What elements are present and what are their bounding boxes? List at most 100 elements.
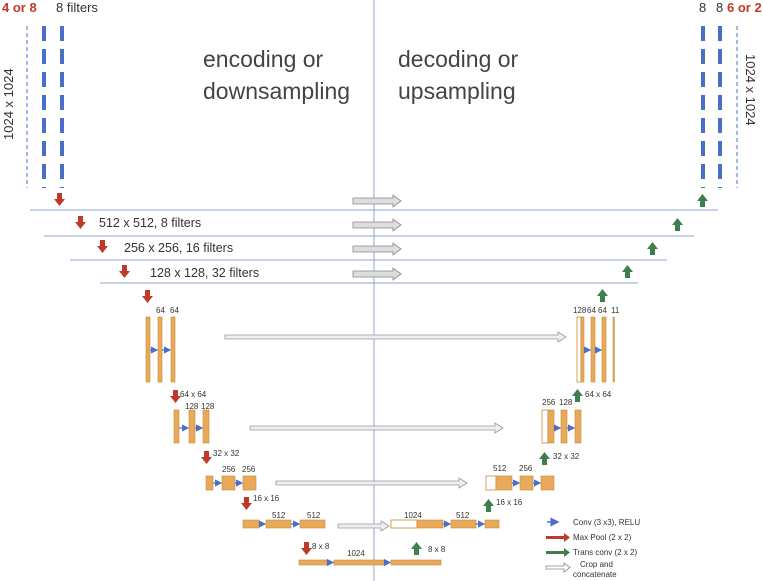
encoding-title-line2: downsampling [203, 78, 350, 104]
decoding-title-line2: upsampling [398, 78, 516, 104]
enc1-filters-a: 64 [156, 306, 165, 315]
input-channel-count: 4 or 8 [2, 0, 37, 15]
dec1-output-layer [612, 316, 615, 383]
transconv-arrow-5 [597, 289, 608, 302]
dec2-layer-a [547, 409, 555, 444]
dec3-filters-b: 256 [519, 464, 533, 473]
dec3-concat-layer [485, 475, 497, 491]
dec1-filters-a: 128 [573, 306, 587, 315]
enc4-filters-b: 512 [307, 511, 321, 520]
dec3-layer-c [540, 475, 555, 491]
dec3-layer-b [519, 475, 534, 491]
dec4-filters-a: 1024 [404, 511, 422, 520]
level-1-label: 512 x 512, 8 filters [99, 216, 201, 230]
enc2-layer-c [202, 409, 210, 444]
enc1-layer-c [170, 316, 176, 383]
dec2-concat-layer [541, 409, 549, 444]
bottleneck-layer-c [390, 559, 442, 566]
maxpool-arrow-1 [54, 193, 65, 206]
dec4-layer-c [484, 519, 500, 529]
enc2-filters-a: 128 [185, 402, 199, 411]
legend-conv-label: Conv (3 x3), RELU [573, 518, 640, 527]
dec2-layer-c [574, 409, 582, 444]
level5-size-left: 8 x 8 [312, 542, 330, 551]
skip-arrow-level-4 [352, 267, 402, 281]
bottleneck-filters: 1024 [347, 549, 365, 558]
dec1-concat-layer [576, 316, 582, 383]
skip-arrow-unet-2 [249, 422, 504, 434]
bottleneck-layer-b [333, 559, 385, 566]
legend-crop-label-1: Crop and [580, 560, 613, 569]
level2-size-right: 64 x 64 [585, 390, 612, 399]
output-size-label: 1024 x 1024 [743, 54, 758, 126]
dec1-layer-b [590, 316, 596, 383]
dec2-filters-a: 256 [542, 398, 556, 407]
dec3-filters-a: 512 [493, 464, 507, 473]
maxpool-arrow-7 [201, 451, 212, 464]
enc4-layer-c [299, 519, 326, 529]
level-2-label: 256 x 256, 16 filters [124, 241, 233, 255]
output-filters-a: 8 [699, 0, 706, 15]
skip-arrow-unet-1 [224, 331, 567, 343]
skip-arrow-level-1 [352, 194, 402, 208]
maxpool-arrow-4 [119, 265, 130, 278]
dec4-layer-a [416, 519, 444, 529]
transconv-arrow-3 [647, 242, 658, 255]
enc1-layer-b [157, 316, 163, 383]
transconv-arrow-9 [411, 542, 422, 555]
skip-arrow-level-3 [352, 242, 402, 256]
encoding-title-line1: encoding or [203, 46, 324, 72]
input-filters-label: 8 filters [56, 0, 98, 15]
legend-crop-icon [545, 562, 571, 573]
decoding-title-line1: decoding or [398, 46, 519, 72]
skip-arrow-level-2 [352, 218, 402, 232]
enc4-layer-a [242, 519, 260, 529]
enc1-layer-a [145, 316, 151, 383]
dec4-concat-layer [390, 519, 418, 529]
bottleneck-layer-a [298, 559, 328, 566]
maxpool-arrow-6 [170, 390, 181, 403]
transconv-arrow-6 [572, 389, 583, 402]
transconv-arrow-4 [622, 265, 633, 278]
dec1-layer-a [580, 316, 585, 383]
level5-size-right: 8 x 8 [428, 545, 446, 554]
level4-size-left: 16 x 16 [253, 494, 280, 503]
dec2-filters-b: 128 [559, 398, 573, 407]
transconv-arrow-2 [672, 218, 683, 231]
transconv-arrow-1 [697, 194, 708, 207]
maxpool-arrow-2 [75, 216, 86, 229]
dec4-filters-b: 512 [456, 511, 470, 520]
dec3-layer-a [495, 475, 513, 491]
enc3-layer-c [242, 475, 257, 491]
input-size-label: 1024 x 1024 [1, 68, 16, 140]
enc2-layer-b [188, 409, 196, 444]
maxpool-arrow-8 [241, 497, 252, 510]
enc3-layer-a [205, 475, 214, 491]
level3-size-left: 32 x 32 [213, 449, 240, 458]
dec1-filters-d: 11 [611, 306, 620, 315]
legend-transconv-icon [546, 548, 570, 557]
level-3-label: 128 x 128, 32 filters [150, 266, 259, 280]
maxpool-arrow-9 [301, 542, 312, 555]
dec1-filters-c: 64 [598, 306, 607, 315]
output-channel-count: 6 or 2 [727, 0, 762, 15]
enc4-layer-b [265, 519, 292, 529]
level2-size-left: 64 x 64 [180, 390, 207, 399]
legend-maxpool-icon [546, 533, 570, 542]
maxpool-arrow-3 [97, 240, 108, 253]
legend-crop-label-2: concatenate [573, 570, 617, 579]
output-filters-b: 8 [716, 0, 723, 15]
enc1-filters-b: 64 [170, 306, 179, 315]
dec1-filters-b: 64 [587, 306, 596, 315]
dec2-layer-b [560, 409, 568, 444]
transconv-arrow-7 [539, 452, 550, 465]
level3-size-right: 32 x 32 [553, 452, 580, 461]
transconv-arrow-8 [483, 499, 494, 512]
level4-size-right: 16 x 16 [496, 498, 523, 507]
dec1-layer-c [601, 316, 607, 383]
maxpool-arrow-5 [142, 290, 153, 303]
skip-arrow-unet-4 [337, 520, 390, 532]
enc2-filters-b: 128 [201, 402, 215, 411]
